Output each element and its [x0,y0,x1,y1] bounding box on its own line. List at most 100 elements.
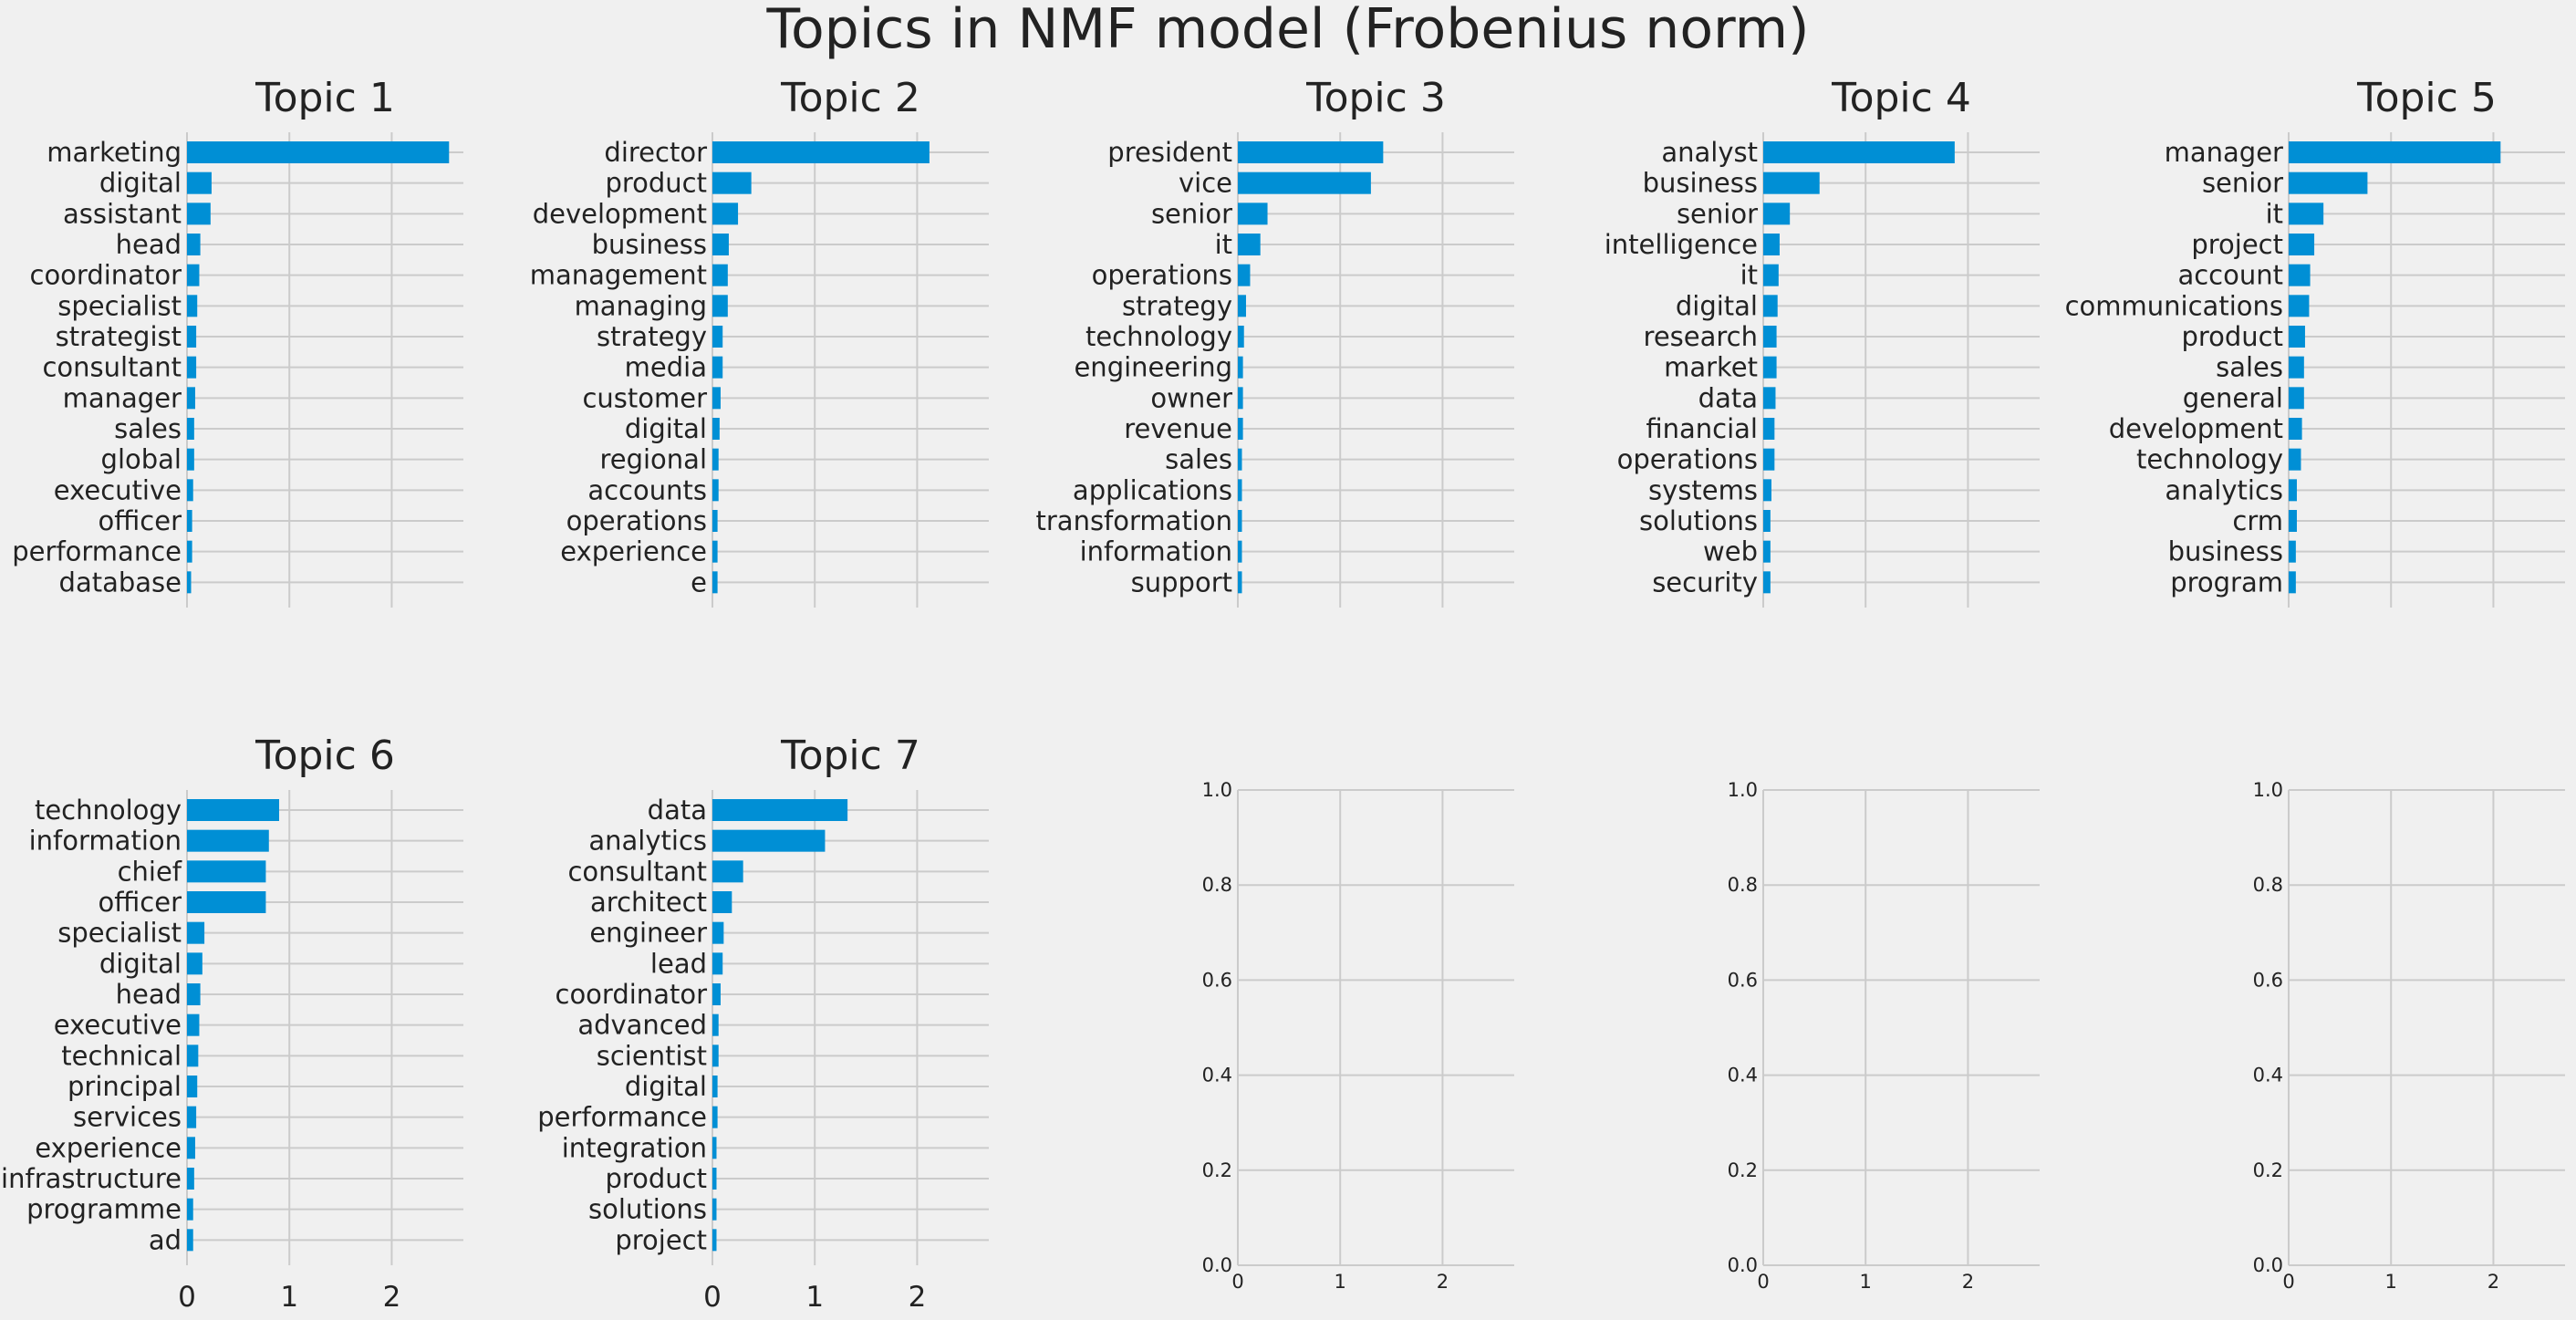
topic-word-bar [187,1106,197,1128]
word-label: business [592,229,707,260]
word-label: lead [650,948,707,979]
topic-word-bar [187,921,205,944]
topic-word-bar [2289,387,2304,410]
topic-word-bar [712,1198,717,1221]
topic-word-bar [2289,356,2304,379]
word-label: ad [149,1224,182,1255]
topic-word-bar [2289,203,2324,225]
word-label: digital [99,168,182,199]
word-label: accounts [587,474,707,505]
topic-word-bar [1238,264,1251,286]
subplot-title: Topic 1 [254,75,395,121]
topic-subplot: Topic 2 directorproductdevelopmentbusines… [530,75,989,608]
word-label: project [615,1224,707,1255]
y-tick-label: 0.6 [1202,969,1232,991]
word-label: regional [599,444,707,475]
topic-word-bar [1238,540,1242,563]
topic-word-bar [712,540,718,563]
topic-word-bar [187,387,195,410]
word-label: market [1664,352,1758,383]
topic-word-bar [187,264,200,286]
topic-word-bar [1763,356,1777,379]
word-label: services [73,1102,182,1133]
topic-word-bar [712,1137,717,1159]
y-tick-label: 0.0 [1202,1254,1232,1276]
topic-word-bar [1763,479,1771,502]
x-tick-label: 2 [1437,1271,1449,1293]
topic-word-bar [2289,479,2297,502]
topic-word-bar [712,921,724,944]
word-label: experience [35,1132,182,1163]
topic-word-bar [712,891,732,913]
y-tick-label: 0.6 [2253,969,2283,991]
topic-word-bar [1238,295,1246,317]
topic-word-bar [712,234,729,255]
topic-word-bar [1238,171,1371,194]
topic-word-bar [2289,510,2297,532]
word-label: media [625,352,707,383]
word-label: development [533,198,707,229]
topic-word-bar [712,1045,719,1067]
topic-subplot: Topic 6 technologyinformationchiefofficer… [1,733,463,1314]
topic-word-bar [187,326,197,348]
y-tick-label: 1.0 [1202,779,1232,801]
word-label: officer [99,505,182,536]
topic-word-bar [1763,448,1775,471]
topic-word-bar [712,203,739,225]
word-label: product [605,1163,707,1194]
word-label: analyst [1661,137,1758,168]
x-tick-label: 1 [1860,1271,1872,1293]
y-tick-label: 0.6 [1728,969,1758,991]
topic-word-bar [1763,326,1777,348]
topic-word-bar [712,1229,717,1252]
topic-subplot: Topic 5 managersenioritprojectaccountcomm… [2065,75,2565,608]
word-label: product [605,168,707,199]
word-label: engineer [589,918,707,949]
word-label: data [648,795,707,826]
topic-word-bar [1238,510,1242,532]
word-label: senior [1677,198,1758,229]
word-label: customer [582,382,707,413]
word-label: information [1080,536,1232,567]
word-label: it [2266,198,2283,229]
word-label: revenue [1124,413,1232,444]
word-label: executive [54,474,182,505]
topic-word-bar [1763,141,1955,163]
word-label: sales [2216,352,2283,383]
word-label: officer [99,887,182,918]
topic-word-bar [712,1013,719,1036]
word-label: it [1215,229,1232,260]
x-tick-label: 2 [909,1281,927,1314]
topic-word-bar [712,387,721,410]
x-tick-label: 1 [805,1281,824,1314]
word-label: crm [2232,505,2283,536]
word-label: principal [68,1071,182,1102]
topic-word-bar [187,1229,193,1252]
topic-word-bar [1238,387,1243,410]
word-label: specialist [57,290,182,321]
subplot-title: Topic 6 [254,733,395,779]
topic-word-bar [1238,448,1242,471]
topic-subplot: Topic 3 presidentvicesenioritoperationsst… [1036,75,1514,608]
word-label: information [29,826,182,857]
y-tick-label: 0.4 [1728,1065,1758,1086]
topic-word-bar [1763,510,1771,532]
topic-word-bar [712,356,723,379]
topic-word-bar [1763,171,1820,194]
topic-word-bar [712,571,718,594]
subplot-title: Topic 4 [1831,75,1971,121]
word-label: scientist [597,1040,707,1071]
word-label: data [1698,382,1758,413]
y-tick-label: 0.0 [2253,1254,2283,1276]
word-label: integration [562,1132,707,1163]
topic-word-bar [2289,448,2301,471]
x-tick-label: 2 [383,1281,401,1314]
topic-word-bar [1238,141,1384,163]
x-tick-label: 0 [178,1281,196,1314]
word-label: development [2109,413,2283,444]
word-label: e [691,566,707,598]
word-label: product [2181,321,2283,352]
word-label: senior [1151,198,1232,229]
topic-word-bar [2289,141,2501,163]
topic-word-bar [712,829,826,852]
